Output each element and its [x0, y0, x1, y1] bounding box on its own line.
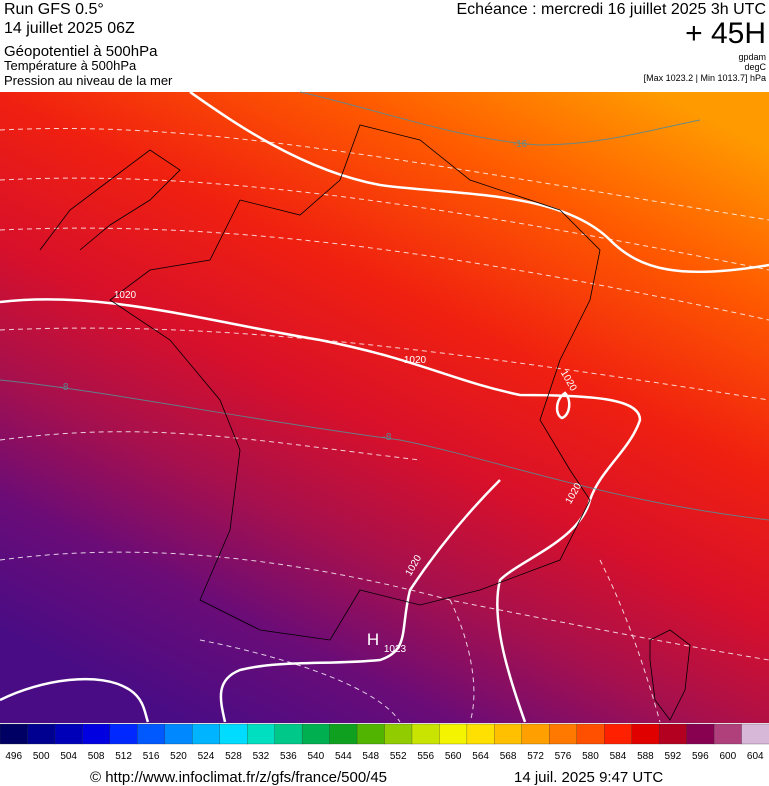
legend-label: 560	[445, 751, 462, 762]
legend-swatch	[219, 723, 248, 745]
legend-label: 500	[33, 751, 50, 762]
contour-label: -16	[513, 139, 528, 150]
legend-swatch	[604, 723, 633, 745]
legend-swatch	[54, 723, 84, 745]
legend-label: 536	[280, 751, 297, 762]
legend-swatch	[137, 723, 166, 745]
legend-swatch	[494, 723, 523, 745]
legend-swatch	[164, 723, 193, 745]
legend-label: 556	[417, 751, 434, 762]
legend-label: 552	[390, 751, 407, 762]
legend-swatch	[411, 723, 441, 745]
legend-swatch	[576, 723, 605, 745]
legend-swatch	[82, 723, 111, 745]
run-date: 14 juillet 2025 06Z	[4, 20, 135, 37]
legend-label: 516	[143, 751, 160, 762]
legend-label: 548	[362, 751, 379, 762]
legend-label: 544	[335, 751, 352, 762]
legend-label: 540	[307, 751, 324, 762]
legend-label: 584	[610, 751, 627, 762]
run-title: Run GFS 0.5°	[4, 1, 104, 18]
pressure-isobars	[0, 90, 769, 723]
contour-label: 1023	[384, 644, 407, 655]
legend-swatch	[274, 723, 303, 745]
legend-label: 512	[115, 751, 132, 762]
legend-swatch	[247, 723, 276, 745]
legend-label: 572	[527, 751, 544, 762]
legend-swatch	[741, 723, 769, 745]
map-background	[0, 92, 769, 723]
contour-label: 1020	[404, 355, 427, 366]
legend-label: 596	[692, 751, 709, 762]
legend-swatch	[27, 723, 56, 745]
legend-swatch	[384, 723, 413, 745]
unit-label: degC	[744, 62, 766, 72]
contour-label: H	[367, 630, 379, 649]
legend-swatch	[631, 723, 660, 745]
legend-swatch	[713, 723, 743, 745]
contour-label: -8	[383, 432, 392, 443]
country-borders	[39, 124, 691, 721]
contour-label: -8	[60, 382, 69, 393]
valid-time: Echéance : mercredi 16 juillet 2025 3h U…	[457, 1, 767, 18]
legend-label: 576	[555, 751, 572, 762]
contour-label: 1020	[114, 290, 137, 301]
field-label: Pression au niveau de la mer	[4, 73, 173, 88]
temperature-lines	[0, 91, 769, 521]
legend-swatch	[0, 723, 29, 745]
pressure-range: [Max 1023.2 | Min 1013.7] hPa	[644, 73, 766, 83]
legend-label: 496	[5, 751, 22, 762]
legend-swatch	[192, 723, 221, 745]
legend-swatch	[109, 723, 138, 745]
legend-swatch	[549, 723, 578, 745]
source-link: © http://www.infoclimat.fr/z/gfs/france/…	[90, 769, 387, 786]
color-legend: 496 500 504 508 512 516 520 524 528 532 536 540 544 5…	[0, 723, 769, 762]
legend-label: 568	[500, 751, 517, 762]
legend-label: 520	[170, 751, 187, 762]
legend-swatch	[466, 723, 496, 745]
legend-swatch	[301, 723, 331, 745]
legend-label: 524	[198, 751, 215, 762]
legend-label: 592	[665, 751, 682, 762]
legend-label: 564	[472, 751, 489, 762]
legend-label: 600	[719, 751, 736, 762]
unit-label: gpdam	[738, 52, 766, 62]
legend-swatch	[356, 723, 386, 745]
lead-time: + 45H	[685, 17, 766, 50]
legend-label: 504	[60, 751, 77, 762]
legend-label: 588	[637, 751, 654, 762]
legend-swatch	[521, 723, 550, 745]
temperature-isolines	[0, 127, 769, 723]
legend-swatch	[658, 723, 688, 745]
field-label: Température à 500hPa	[4, 58, 137, 73]
legend-swatch	[686, 723, 715, 745]
legend-swatch	[439, 723, 468, 745]
legend-label: 508	[88, 751, 105, 762]
legend-label: 604	[747, 751, 764, 762]
legend-swatch	[329, 723, 358, 745]
legend-label: 532	[253, 751, 270, 762]
legend-label: 580	[582, 751, 599, 762]
field-label: Géopotentiel à 500hPa	[4, 43, 158, 60]
legend-label: 528	[225, 751, 242, 762]
timestamp: 14 juil. 2025 9:47 UTC	[514, 769, 663, 786]
